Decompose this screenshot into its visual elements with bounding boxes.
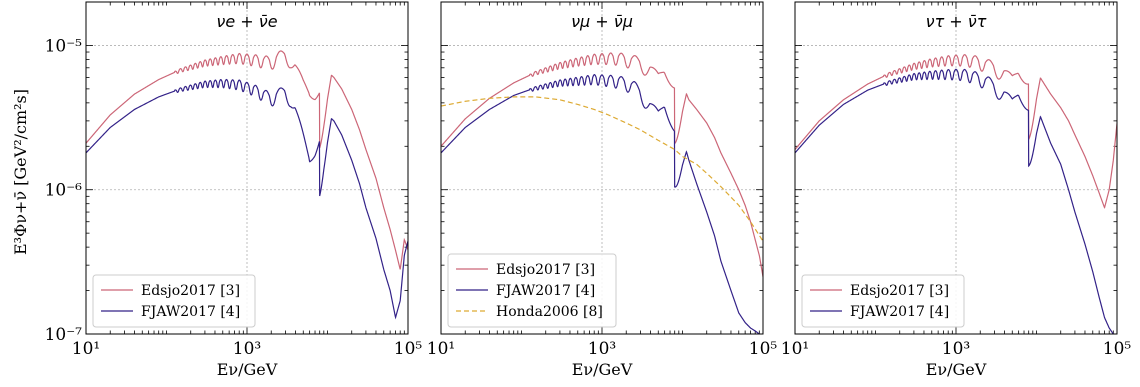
x-axis-label: Eν/GeV [217,360,278,379]
legend: Edsjo2017 [3] FJAW2017 [4] [801,274,965,328]
series-line-3 [441,96,763,242]
axes-frame [440,1,764,335]
panel-2: 10¹ 10³ 10⁵ νμ + ν̄μ Eν/GeV Edsjo2017 [3] FJAW… [427,1,778,379]
x-axis-label: Eν/GeV [926,360,987,379]
legend: Edsjo2017 [3] FJAW2017 [4] Honda2006 [8] [447,253,617,328]
x-tick-label: 10³ [942,339,970,359]
legend-box [92,274,256,328]
x-tick-label: 10¹ [72,339,100,359]
legend-label: FJAW2017 [4] [850,304,949,320]
y-axis-label: E³Φν+ν̄ [GeV²/cm²s] [11,89,30,255]
series-line-1 [86,50,408,270]
legend-box [801,274,965,328]
x-tick-label: 10⁵ [1103,339,1132,359]
legend-label: Edsjo2017 [3] [850,283,949,299]
y-axis-label-text: E³Φν+ν̄ [GeV²/cm²s] [11,89,30,255]
axes-frame [85,1,409,335]
x-tick-label: 10¹ [781,339,809,359]
panel-3: 10¹ 10³ 10⁵ ντ + ν̄τ Eν/GeV Edsjo2017 [3] FJAW… [781,1,1132,379]
legend-label: Edsjo2017 [3] [141,283,240,299]
plot-area [86,50,408,320]
x-tick-label: 10¹ [427,339,455,359]
y-tick-label: 10⁻⁵ [45,36,83,56]
legend-label: FJAW2017 [4] [141,304,240,320]
legend-label: Edsjo2017 [3] [496,262,595,278]
x-tick-label: 10⁵ [749,339,778,359]
series-line-2 [441,73,761,334]
legend-label: FJAW2017 [4] [496,283,595,299]
x-tick-label: 10⁵ [394,339,423,359]
x-axis-label: Eν/GeV [572,360,633,379]
panel-1: 10¹ 10³ 10⁵ 10⁻⁷ 10⁻⁶ 10⁻⁵ νe + ν̄e Eν/GeV Edsjo… [45,1,423,379]
panel-title: νμ + ν̄μ [571,12,633,31]
x-tick-label: 10³ [588,339,616,359]
series-line-2 [795,68,1115,334]
y-tick-label: 10⁻⁶ [45,181,83,201]
panel-title: νe + ν̄e [216,12,277,31]
legend-label: Honda2006 [8] [496,304,603,320]
panels: 10¹ 10³ 10⁵ 10⁻⁷ 10⁻⁶ 10⁻⁵ νe + ν̄e Eν/GeV Edsjo… [45,1,1132,379]
plot-area [441,52,763,334]
y-tick-label: 10⁻⁷ [45,325,83,345]
legend-box [447,253,617,328]
plot-area [795,54,1117,334]
axes-frame [794,1,1118,335]
panel-title: ντ + ν̄τ [926,12,987,31]
legend: Edsjo2017 [3] FJAW2017 [4] [92,274,256,328]
series-line-1 [441,52,763,277]
x-tick-label: 10³ [233,339,261,359]
series-line-2 [86,78,408,320]
series-line-1 [795,54,1117,209]
